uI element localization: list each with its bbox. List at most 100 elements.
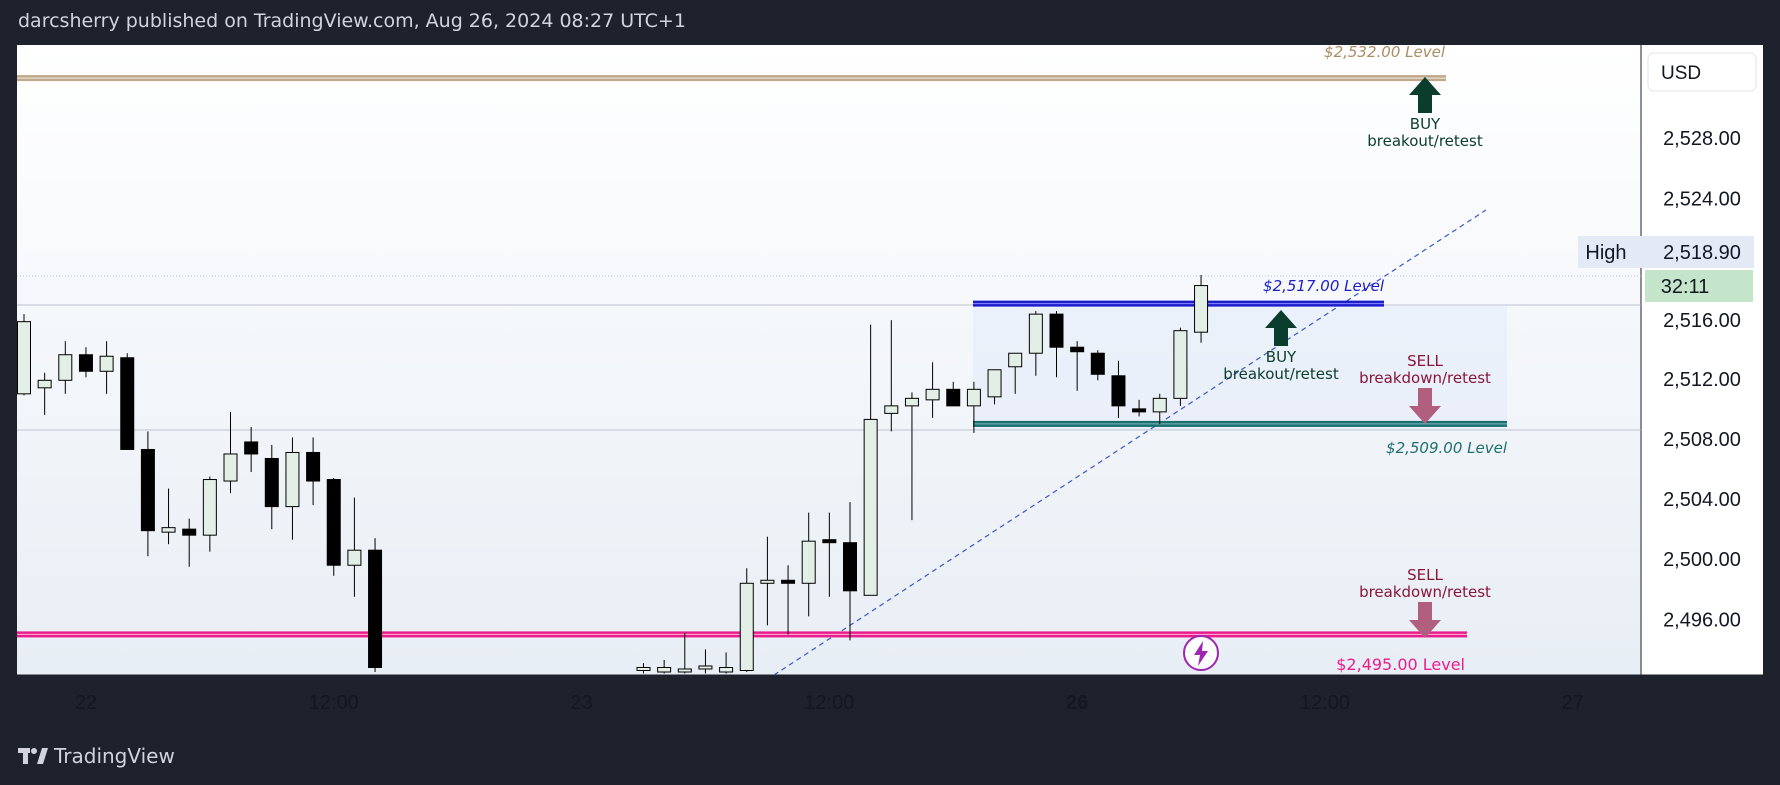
currency-box[interactable] [1647,52,1757,92]
y-tick-label: 2,496.00 [1663,609,1741,631]
trendline [773,209,1487,676]
high-badge-value: 2,518.90 [1663,242,1741,264]
sell-title-label: SELL [1407,352,1443,370]
candle [347,497,362,597]
y-tick-label: 2,528.00 [1663,128,1741,150]
candle [58,341,73,394]
high-badge [1578,236,1754,268]
candle-body [120,357,135,450]
candle [285,437,300,540]
candle [223,411,238,494]
level-2509-label: $2,509.00 Level [1386,439,1508,457]
x-tick-label: 23 [570,692,592,714]
candle-body [781,579,796,584]
candle-body [99,355,114,372]
price-chart[interactable]: USD 2,528.00 2,524.00 2,512.00 2,508.00 2,504… [0,0,1780,740]
candle [1173,327,1188,406]
candle-body [202,479,217,536]
candle-body [140,448,155,532]
candle [760,536,775,626]
current-price-label: 2,516.00 [1663,310,1741,332]
candle [719,652,734,674]
candle-body [17,321,31,395]
footer-brand-label: TradingView [54,744,175,768]
buy-arrow-icon [1265,310,1297,346]
candle [140,431,155,557]
candle-body [1132,408,1147,413]
candles-layer [17,275,1209,674]
x-tick-label: 26 [1066,692,1088,714]
candle-body [347,549,362,566]
candle [244,426,259,473]
candle-body [987,369,1002,398]
x-tick-label: 12:00 [309,692,359,714]
buy-sub-label: breakout/retest [1223,365,1339,383]
candle-body [801,540,816,584]
candle [1028,311,1043,376]
candle [264,444,279,530]
price-axis-background [1641,45,1763,675]
lightning-bolt-icon [1194,641,1208,666]
buy-title-label: BUY [1410,115,1441,133]
candle [946,381,961,407]
candle [37,372,52,415]
candle-body [719,666,734,673]
candle [657,659,672,674]
annotations-layer: $2,532.00 Level $2,517.00 Level $2,509.00 … [1183,43,1508,674]
level-2495-label: $2,495.00 Level [1336,655,1465,674]
candle [99,341,114,394]
y-tick-label: 2,512.00 [1663,369,1741,391]
candle-body [161,527,176,533]
candle-body [822,539,837,544]
candle [698,649,713,674]
candle [781,565,796,635]
candle-body [677,668,692,673]
candle [1152,393,1167,424]
candle [326,478,341,576]
candle [801,512,816,617]
candle-body [1070,346,1085,353]
candle-body [636,666,651,671]
candle [925,362,940,418]
candle-body [863,418,878,596]
sell-title-label: SELL [1407,566,1443,584]
candle-body [182,528,197,536]
candle [822,512,837,597]
sell-sub-label: breakdown/retest [1359,369,1491,387]
y-tick-label: 2,500.00 [1663,549,1741,571]
candle [306,437,321,506]
candle [120,353,135,450]
candle [739,568,754,672]
countdown-badge [1645,270,1753,302]
x-tick-label: 27 [1562,692,1584,714]
candle-body [368,549,383,668]
candle [1070,341,1085,391]
candle [636,662,651,674]
sell-arrow-icon [1409,602,1441,638]
y-tick-label: 2,504.00 [1663,489,1741,511]
candle [843,502,857,641]
candle-body [1111,375,1126,407]
candle-body [37,379,52,389]
countdown-label: 32:11 [1661,276,1710,298]
high-badge-label: High [1585,242,1626,264]
candle-body [1152,397,1167,413]
sell-sub-label: breakdown/retest [1359,583,1491,601]
candle [17,314,31,396]
buy-sub-label: breakout/retest [1367,132,1483,150]
tradingview-logo-icon [18,748,48,764]
candle-body [698,665,713,670]
candle-body [78,354,93,372]
x-tick-label: 12:00 [1300,692,1350,714]
x-tick-label: 12:00 [804,692,854,714]
candle-body [326,479,341,566]
candle-body [223,453,238,482]
axes-layer: USD 2,528.00 2,524.00 2,512.00 2,508.00 2,504… [75,52,1757,714]
candle [884,320,899,432]
candle-body [739,582,754,671]
candle [368,538,383,672]
candle [987,369,1002,405]
candle [1090,350,1105,381]
candle [677,632,692,674]
candle-body [1049,313,1064,348]
